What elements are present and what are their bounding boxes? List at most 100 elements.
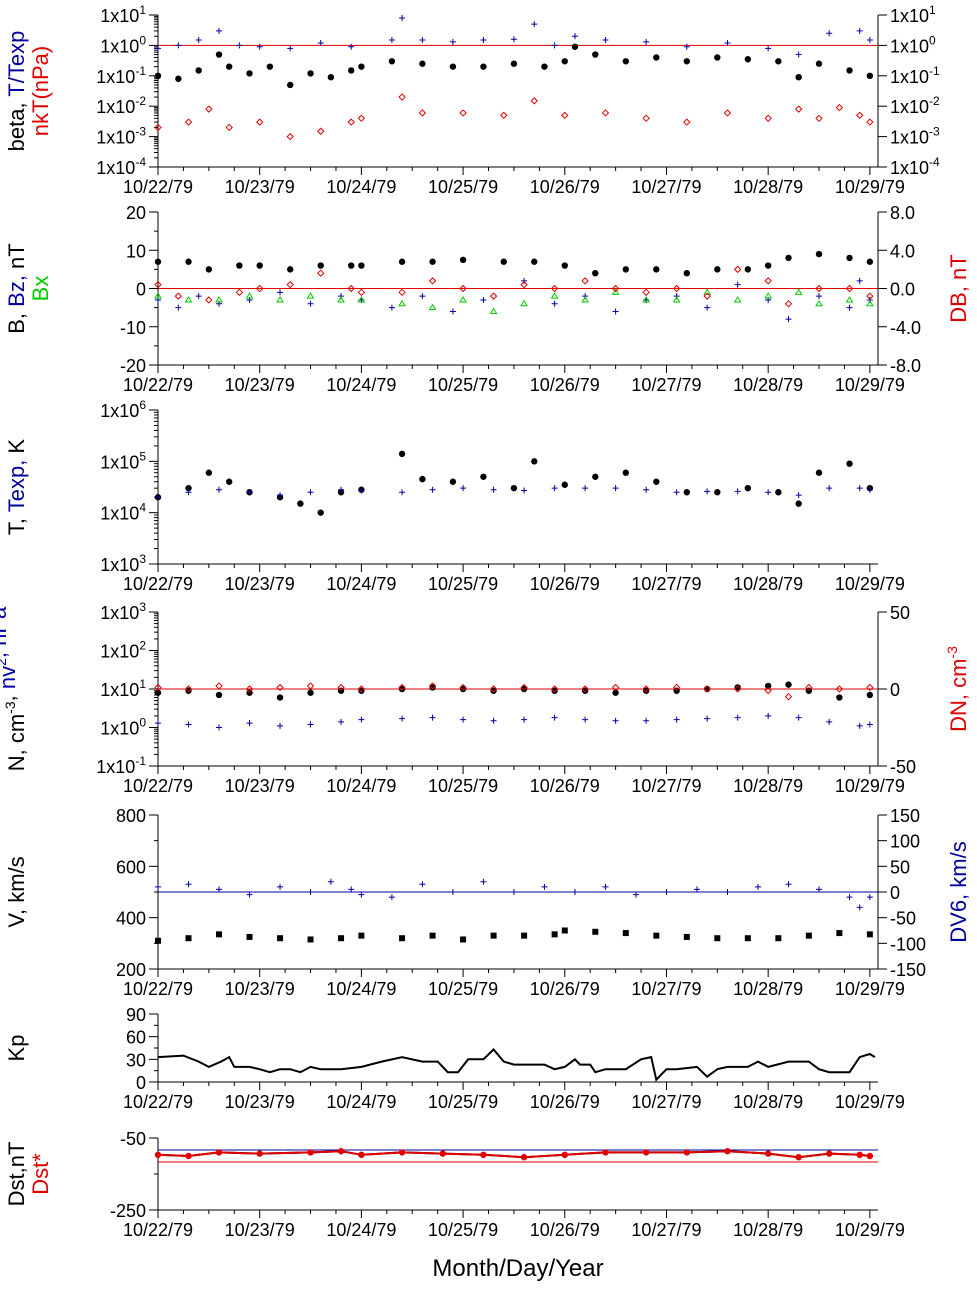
data-point	[764, 277, 772, 285]
y-tick-label: 800	[116, 806, 146, 826]
data-point	[642, 685, 650, 693]
data-point	[338, 486, 345, 493]
data-point	[358, 716, 365, 723]
x-tick-label: 10/25/79	[428, 979, 498, 999]
data-point	[815, 284, 823, 293]
data-point	[429, 932, 436, 939]
data-point	[541, 63, 548, 70]
data-point	[672, 683, 681, 692]
data-point	[744, 484, 752, 492]
x-tick-label: 10/28/79	[733, 979, 803, 999]
data-point	[155, 720, 161, 727]
x-tick-label: 10/26/79	[530, 1220, 600, 1240]
data-point	[480, 37, 487, 44]
data-point	[510, 889, 517, 895]
data-point	[419, 60, 426, 67]
data-point	[337, 296, 345, 303]
data-point	[855, 111, 864, 120]
data-point	[815, 60, 823, 67]
data-point	[398, 450, 406, 458]
data-point	[155, 937, 161, 944]
data-point	[724, 39, 731, 46]
data-point	[592, 473, 599, 480]
data-point	[733, 296, 742, 303]
x-tick-label: 10/29/79	[835, 1220, 905, 1240]
data-point	[459, 296, 467, 303]
data-point	[185, 489, 192, 496]
data-point	[551, 687, 558, 694]
data-point	[520, 685, 528, 693]
data-point	[215, 296, 223, 303]
data-point	[216, 27, 223, 34]
y-tick-label: -250	[110, 1201, 146, 1221]
data-point	[521, 487, 528, 494]
y-tick-label: -50	[120, 1129, 146, 1149]
data-point	[419, 293, 426, 300]
data-point	[795, 492, 802, 499]
data-point	[611, 288, 620, 295]
y2-tick-label: 0	[890, 883, 900, 903]
data-point	[764, 114, 772, 123]
y-axis-title-2: nkT(nPa)	[28, 46, 53, 136]
y-axis-title: Kp	[4, 1035, 29, 1062]
data-point	[419, 881, 426, 888]
x-tick-label: 10/26/79	[530, 776, 600, 796]
data-point	[358, 932, 365, 939]
x-tick-label: 10/28/79	[733, 1092, 803, 1112]
data-point	[571, 43, 579, 50]
data-point	[154, 258, 162, 265]
data-point	[459, 683, 467, 692]
y-tick-label: 1x101	[100, 3, 146, 26]
y2-tick-label: 1x101	[890, 3, 936, 26]
data-point	[510, 484, 518, 492]
data-point	[154, 689, 162, 696]
x-tick-label: 10/25/79	[428, 177, 498, 197]
data-point	[398, 683, 406, 692]
y2-axis-title: DB, nT	[946, 254, 971, 322]
data-point	[520, 683, 528, 692]
y-tick-label: 1x102	[100, 639, 146, 662]
data-point	[358, 687, 365, 694]
data-point	[734, 488, 741, 495]
x-tick-label: 10/22/79	[123, 1220, 193, 1240]
panel-1: 10/22/79 10/23/79 10/24/79 10/25/79 10/26/79…	[4, 14, 905, 197]
data-point	[460, 936, 467, 943]
y2-tick-label: 4.0	[890, 241, 915, 261]
data-point	[195, 37, 202, 44]
data-point	[388, 58, 396, 65]
x-tick-label: 10/28/79	[733, 1220, 803, 1240]
data-point	[642, 1149, 650, 1156]
data-point	[866, 37, 873, 44]
data-point	[865, 299, 874, 307]
data-point	[205, 105, 213, 113]
data-point	[612, 308, 619, 315]
data-point	[449, 63, 457, 70]
data-point	[704, 488, 711, 495]
data-point	[622, 469, 629, 476]
data-point	[642, 114, 650, 123]
data-point	[561, 111, 569, 120]
data-point	[673, 489, 680, 496]
x-tick-label: 10/25/79	[428, 1092, 498, 1112]
data-point	[358, 487, 365, 494]
data-point	[643, 717, 650, 724]
data-point	[714, 54, 721, 61]
data-point	[388, 304, 395, 311]
data-point	[866, 721, 873, 728]
data-point	[388, 894, 395, 901]
data-point	[184, 118, 193, 126]
data-point	[642, 288, 650, 297]
data-point	[348, 67, 355, 74]
data-point	[856, 722, 863, 729]
data-point	[255, 284, 264, 293]
data-point	[551, 714, 558, 721]
data-point	[205, 296, 213, 304]
data-point	[175, 42, 182, 49]
data-point	[317, 262, 324, 269]
data-point	[287, 266, 294, 273]
x-tick-label: 10/27/79	[631, 979, 701, 999]
data-point	[184, 296, 193, 303]
data-point	[256, 1150, 263, 1157]
